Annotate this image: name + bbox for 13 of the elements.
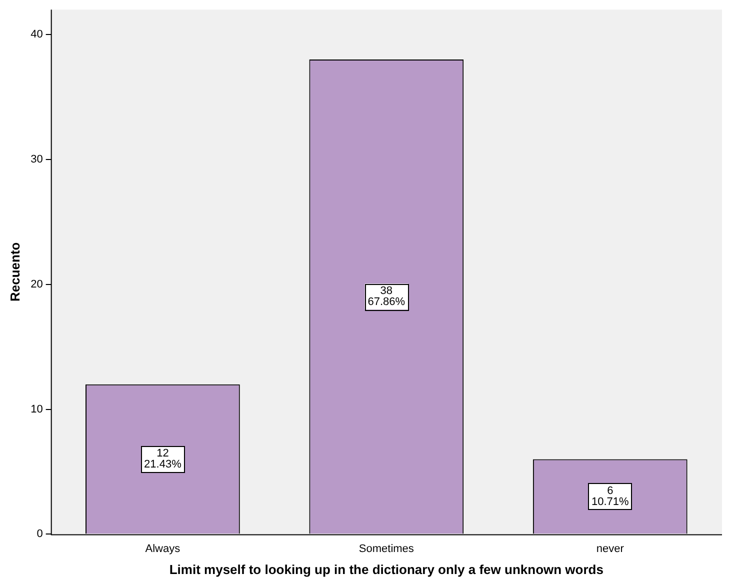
y-tick-label: 40: [30, 28, 43, 41]
y-tick-label: 10: [30, 403, 43, 416]
x-tick-label: Always: [145, 542, 181, 555]
y-tick-label: 20: [30, 278, 43, 290]
data-label: 6 10.71%: [591, 485, 630, 508]
y-tick-label: 0: [36, 528, 43, 540]
x-tick-label: Sometimes: [358, 542, 414, 555]
y-axis-title: Recuento: [7, 242, 22, 302]
x-axis-title: Limit myself to looking up in the dictionary only a few unknown words: [169, 562, 604, 577]
y-tick-label: 30: [30, 154, 43, 166]
x-tick-label: never: [596, 542, 624, 555]
data-label: 12 21.43%: [144, 448, 182, 471]
data-label: 38 67.86%: [368, 285, 406, 308]
